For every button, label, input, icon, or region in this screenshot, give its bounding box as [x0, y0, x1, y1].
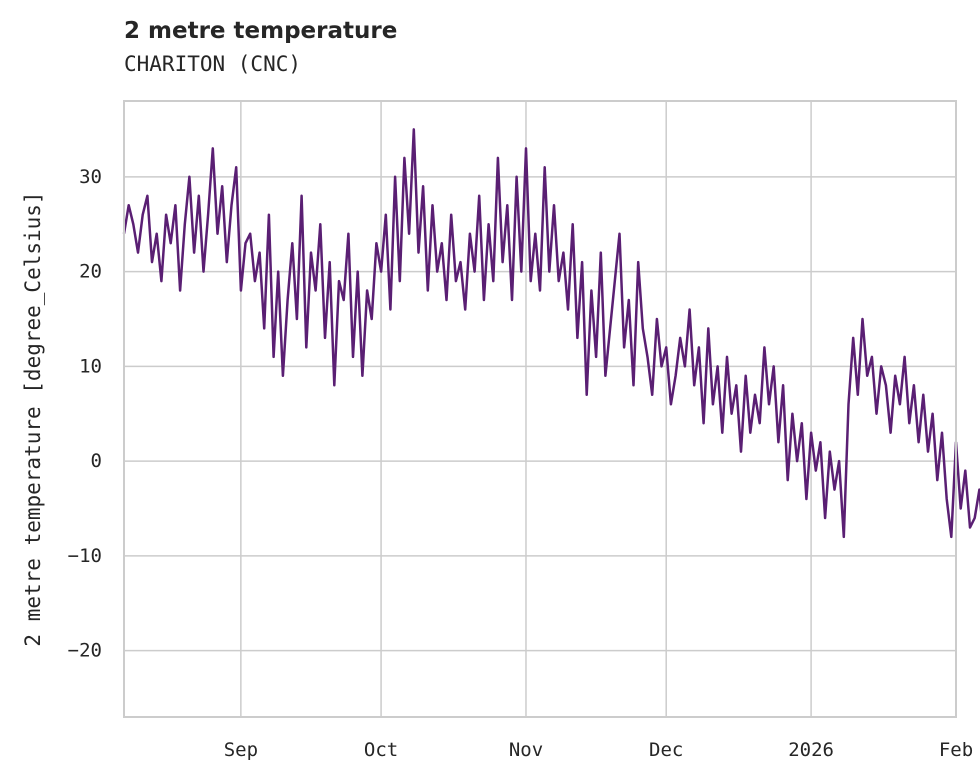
- x-tick-label: Feb: [939, 739, 973, 761]
- x-tick-label: Nov: [509, 739, 543, 761]
- y-axis-label: 2 metre temperature [degree_Celsius]: [21, 191, 45, 646]
- y-tick-label: 10: [79, 355, 102, 377]
- x-tick-label: Sep: [224, 739, 258, 761]
- x-axis-ticks: Sep Oct Nov Dec 2026 Feb: [224, 739, 973, 761]
- grid: [124, 101, 957, 717]
- chart-title: 2 metre temperature: [124, 18, 398, 44]
- y-tick-label: 30: [79, 166, 102, 188]
- y-tick-label: −10: [68, 545, 102, 567]
- series-line: [122, 128, 980, 539]
- x-tick-label: 2026: [788, 739, 834, 761]
- y-tick-label: 20: [79, 261, 102, 283]
- y-tick-label: 0: [91, 450, 102, 472]
- series-layer: [122, 128, 980, 539]
- plot-frame: [123, 100, 957, 718]
- x-tick-label: Oct: [364, 739, 398, 761]
- x-tick-label: Dec: [649, 739, 683, 761]
- chart-subtitle: CHARITON (CNC): [124, 52, 302, 76]
- y-tick-label: −20: [68, 640, 102, 662]
- y-axis-ticks: −20 −10 0 10 20 30: [68, 166, 102, 662]
